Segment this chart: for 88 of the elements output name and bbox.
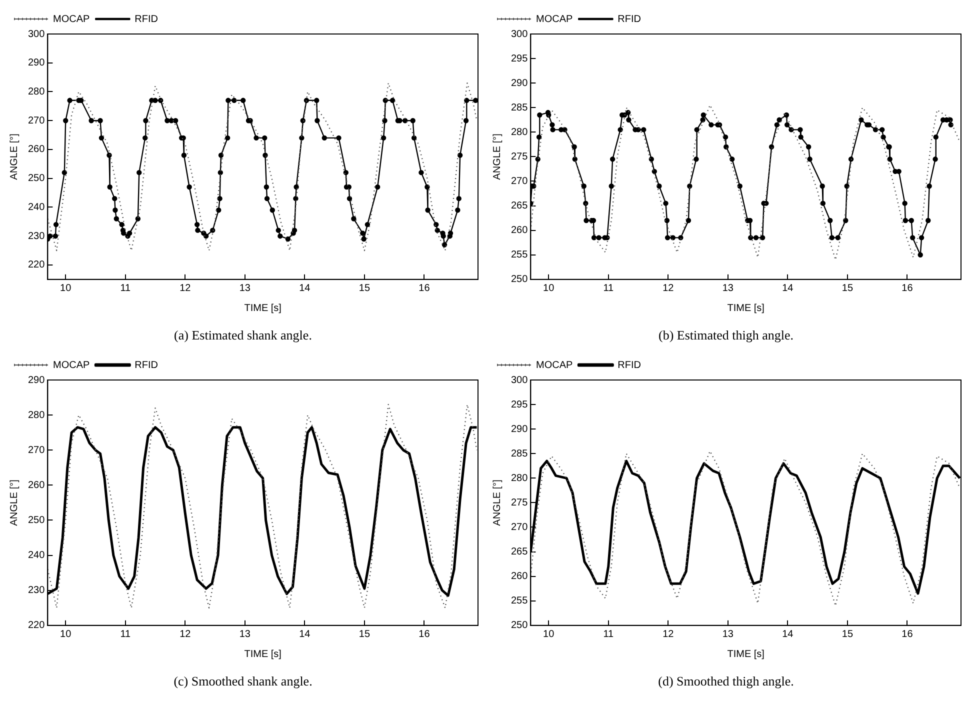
x-tick-label: 11: [120, 629, 132, 640]
x-tick-label: 14: [782, 629, 794, 640]
y-axis-title: ANGLE [°]: [8, 133, 20, 180]
y-tick-label: 275: [510, 151, 528, 162]
x-axis-title: TIME [s]: [244, 303, 282, 314]
y-tick-label: 275: [510, 497, 528, 508]
line-series: [48, 404, 478, 608]
x-tick-label: 10: [60, 283, 72, 294]
legend-label: RFID: [618, 360, 642, 371]
y-tick-label: 230: [28, 230, 46, 242]
x-tick-label: 11: [120, 283, 132, 294]
x-axis-title: TIME [s]: [244, 649, 282, 660]
x-tick-label: 16: [902, 283, 914, 294]
y-tick-label: 260: [28, 480, 46, 491]
x-tick-label: 14: [782, 283, 794, 294]
x-axis-title: TIME [s]: [727, 303, 765, 314]
y-tick-label: 295: [510, 399, 528, 410]
legend-label: MOCAP: [536, 360, 573, 371]
y-tick-label: 270: [28, 444, 46, 456]
y-tick-label: 250: [510, 274, 528, 286]
y-tick-label: 240: [28, 550, 46, 562]
y-axis-title: ANGLE [°]: [492, 479, 503, 526]
text: (b) Estimated thigh angle.: [658, 328, 794, 343]
y-tick-label: 295: [510, 53, 528, 64]
x-tick-label: 13: [722, 283, 734, 294]
y-tick-label: 280: [28, 86, 46, 98]
y-axis-title: ANGLE [°]: [492, 133, 503, 180]
x-tick-label: 11: [603, 629, 614, 640]
y-tick-label: 260: [510, 571, 528, 582]
y-tick-label: 255: [510, 250, 528, 261]
y-tick-label: 280: [510, 126, 528, 138]
y-tick-label: 300: [510, 374, 528, 386]
x-tick-label: 15: [842, 629, 854, 640]
y-tick-label: 270: [510, 176, 528, 187]
x-tick-label: 15: [358, 629, 370, 640]
y-tick-label: 300: [28, 28, 46, 40]
y-tick-label: 220: [28, 620, 46, 632]
y-tick-label: 250: [510, 620, 528, 632]
x-tick-label: 10: [543, 283, 555, 294]
y-tick-label: 265: [510, 546, 528, 558]
x-tick-label: 12: [662, 283, 674, 294]
y-tick-label: 260: [28, 144, 46, 156]
x-tick-label: 12: [180, 283, 192, 294]
y-tick-label: 290: [510, 424, 528, 435]
y-tick-label: 230: [28, 585, 46, 596]
legend-label: RFID: [618, 14, 642, 25]
x-axis-title: TIME [s]: [727, 649, 765, 660]
y-tick-label: 285: [510, 102, 528, 114]
x-tick-label: 14: [299, 629, 311, 640]
legend-label: MOCAP: [53, 360, 90, 371]
x-tick-label: 15: [842, 283, 854, 294]
x-tick-label: 11: [603, 283, 614, 294]
y-tick-label: 285: [510, 448, 528, 460]
x-tick-label: 13: [239, 629, 251, 640]
x-tick-label: 12: [180, 629, 192, 640]
x-tick-label: 16: [902, 629, 914, 640]
y-tick-label: 290: [28, 374, 46, 386]
x-tick-label: 16: [418, 283, 430, 294]
text: (c) Smoothed shank angle.: [174, 674, 312, 689]
x-tick-label: 10: [60, 629, 72, 640]
x-tick-label: 16: [418, 629, 430, 640]
y-tick-label: 270: [28, 115, 46, 126]
legend-label: MOCAP: [53, 14, 90, 25]
y-tick-label: 240: [28, 202, 46, 213]
text: (a) Estimated shank angle.: [174, 328, 312, 343]
y-tick-label: 255: [510, 596, 528, 607]
y-tick-label: 300: [510, 28, 528, 40]
y-tick-label: 290: [28, 58, 46, 69]
y-tick-label: 270: [510, 522, 528, 533]
y-tick-label: 290: [510, 78, 528, 89]
y-tick-label: 250: [28, 514, 46, 526]
y-tick-label: 220: [28, 260, 46, 271]
x-tick-label: 15: [358, 283, 370, 294]
legend-label: RFID: [134, 360, 158, 371]
y-tick-label: 265: [510, 200, 528, 212]
x-tick-label: 13: [722, 629, 734, 640]
text: (d) Smoothed thigh angle.: [658, 674, 794, 689]
y-axis-title: ANGLE [°]: [8, 479, 20, 526]
legend-label: MOCAP: [536, 14, 573, 25]
y-tick-label: 280: [28, 410, 46, 421]
legend-label: RFID: [134, 14, 158, 25]
x-tick-label: 12: [662, 629, 674, 640]
y-tick-label: 250: [28, 173, 46, 184]
x-tick-label: 10: [543, 629, 555, 640]
y-tick-label: 260: [510, 225, 528, 236]
x-tick-label: 14: [299, 283, 311, 294]
x-tick-label: 13: [239, 283, 251, 294]
y-tick-label: 280: [510, 472, 528, 484]
